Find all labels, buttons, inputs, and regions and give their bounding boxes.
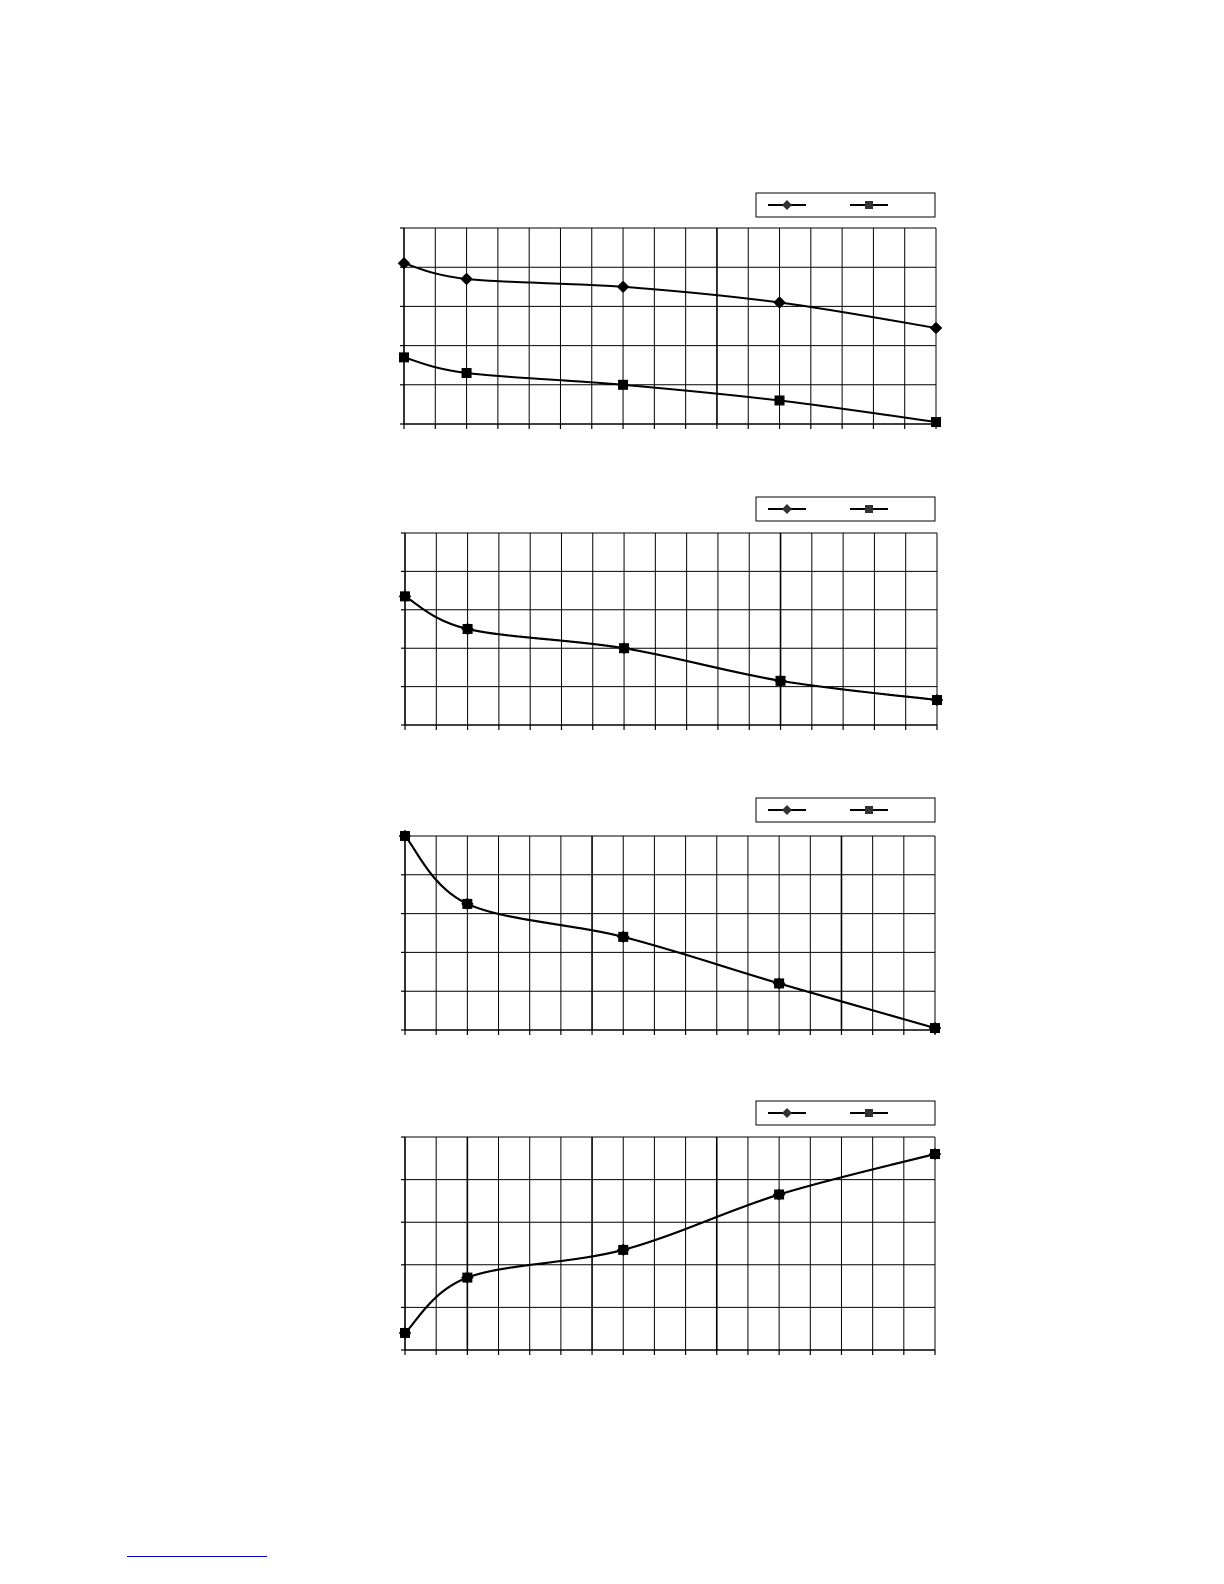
legend-series-2-marker [865, 201, 873, 209]
series-2-point [400, 1327, 410, 1338]
series-1-point [397, 256, 411, 270]
series-2-point [462, 624, 473, 634]
legend-series-1-marker [782, 805, 792, 815]
chart-3 [398, 797, 942, 1035]
chart-1-legend [755, 192, 936, 218]
legend-series-1-marker [782, 200, 792, 210]
legend-series-1-marker [782, 504, 792, 514]
chart-2-legend [755, 496, 936, 522]
series-2-point [461, 368, 472, 379]
series-1-point [616, 280, 630, 294]
series-2-point [399, 352, 409, 363]
series-2-line [404, 1153, 936, 1334]
legend-series-2-marker [865, 505, 873, 513]
series-2-point [930, 1023, 940, 1034]
series-2-point [774, 978, 785, 989]
legend-series-2-marker [865, 806, 873, 814]
series-2-point [931, 417, 941, 428]
series-1-point [460, 272, 473, 286]
legend-series-1-marker [782, 1108, 792, 1118]
series-2-point [400, 591, 410, 602]
series-2-point [775, 675, 786, 686]
series-2-point [774, 1189, 785, 1200]
series-2-point [619, 643, 630, 654]
chart-2 [398, 496, 944, 730]
footnote-rule [127, 1556, 267, 1557]
chart-4 [398, 1100, 942, 1355]
series-2-line [403, 356, 937, 423]
series-2-point [618, 379, 629, 390]
series-2-point [462, 1272, 473, 1283]
series-2-point [462, 898, 473, 909]
chart-4-legend [755, 1100, 936, 1126]
series-2-point [930, 1149, 940, 1160]
series-2-point [774, 395, 785, 406]
series-1-line [403, 262, 937, 329]
series-1-point [773, 296, 786, 309]
series-1-point [929, 321, 943, 335]
chart-1 [397, 192, 943, 429]
series-1-line [404, 1153, 936, 1334]
series-2-point [618, 931, 629, 942]
chart-3-legend [755, 797, 936, 823]
series-1-line [404, 835, 936, 1030]
series-2-line [404, 595, 938, 701]
series-2-point [618, 1244, 629, 1255]
series-2-point [400, 831, 410, 841]
legend-series-2-marker [865, 1109, 873, 1117]
series-2-point [932, 695, 942, 706]
series-2-line [404, 835, 936, 1030]
